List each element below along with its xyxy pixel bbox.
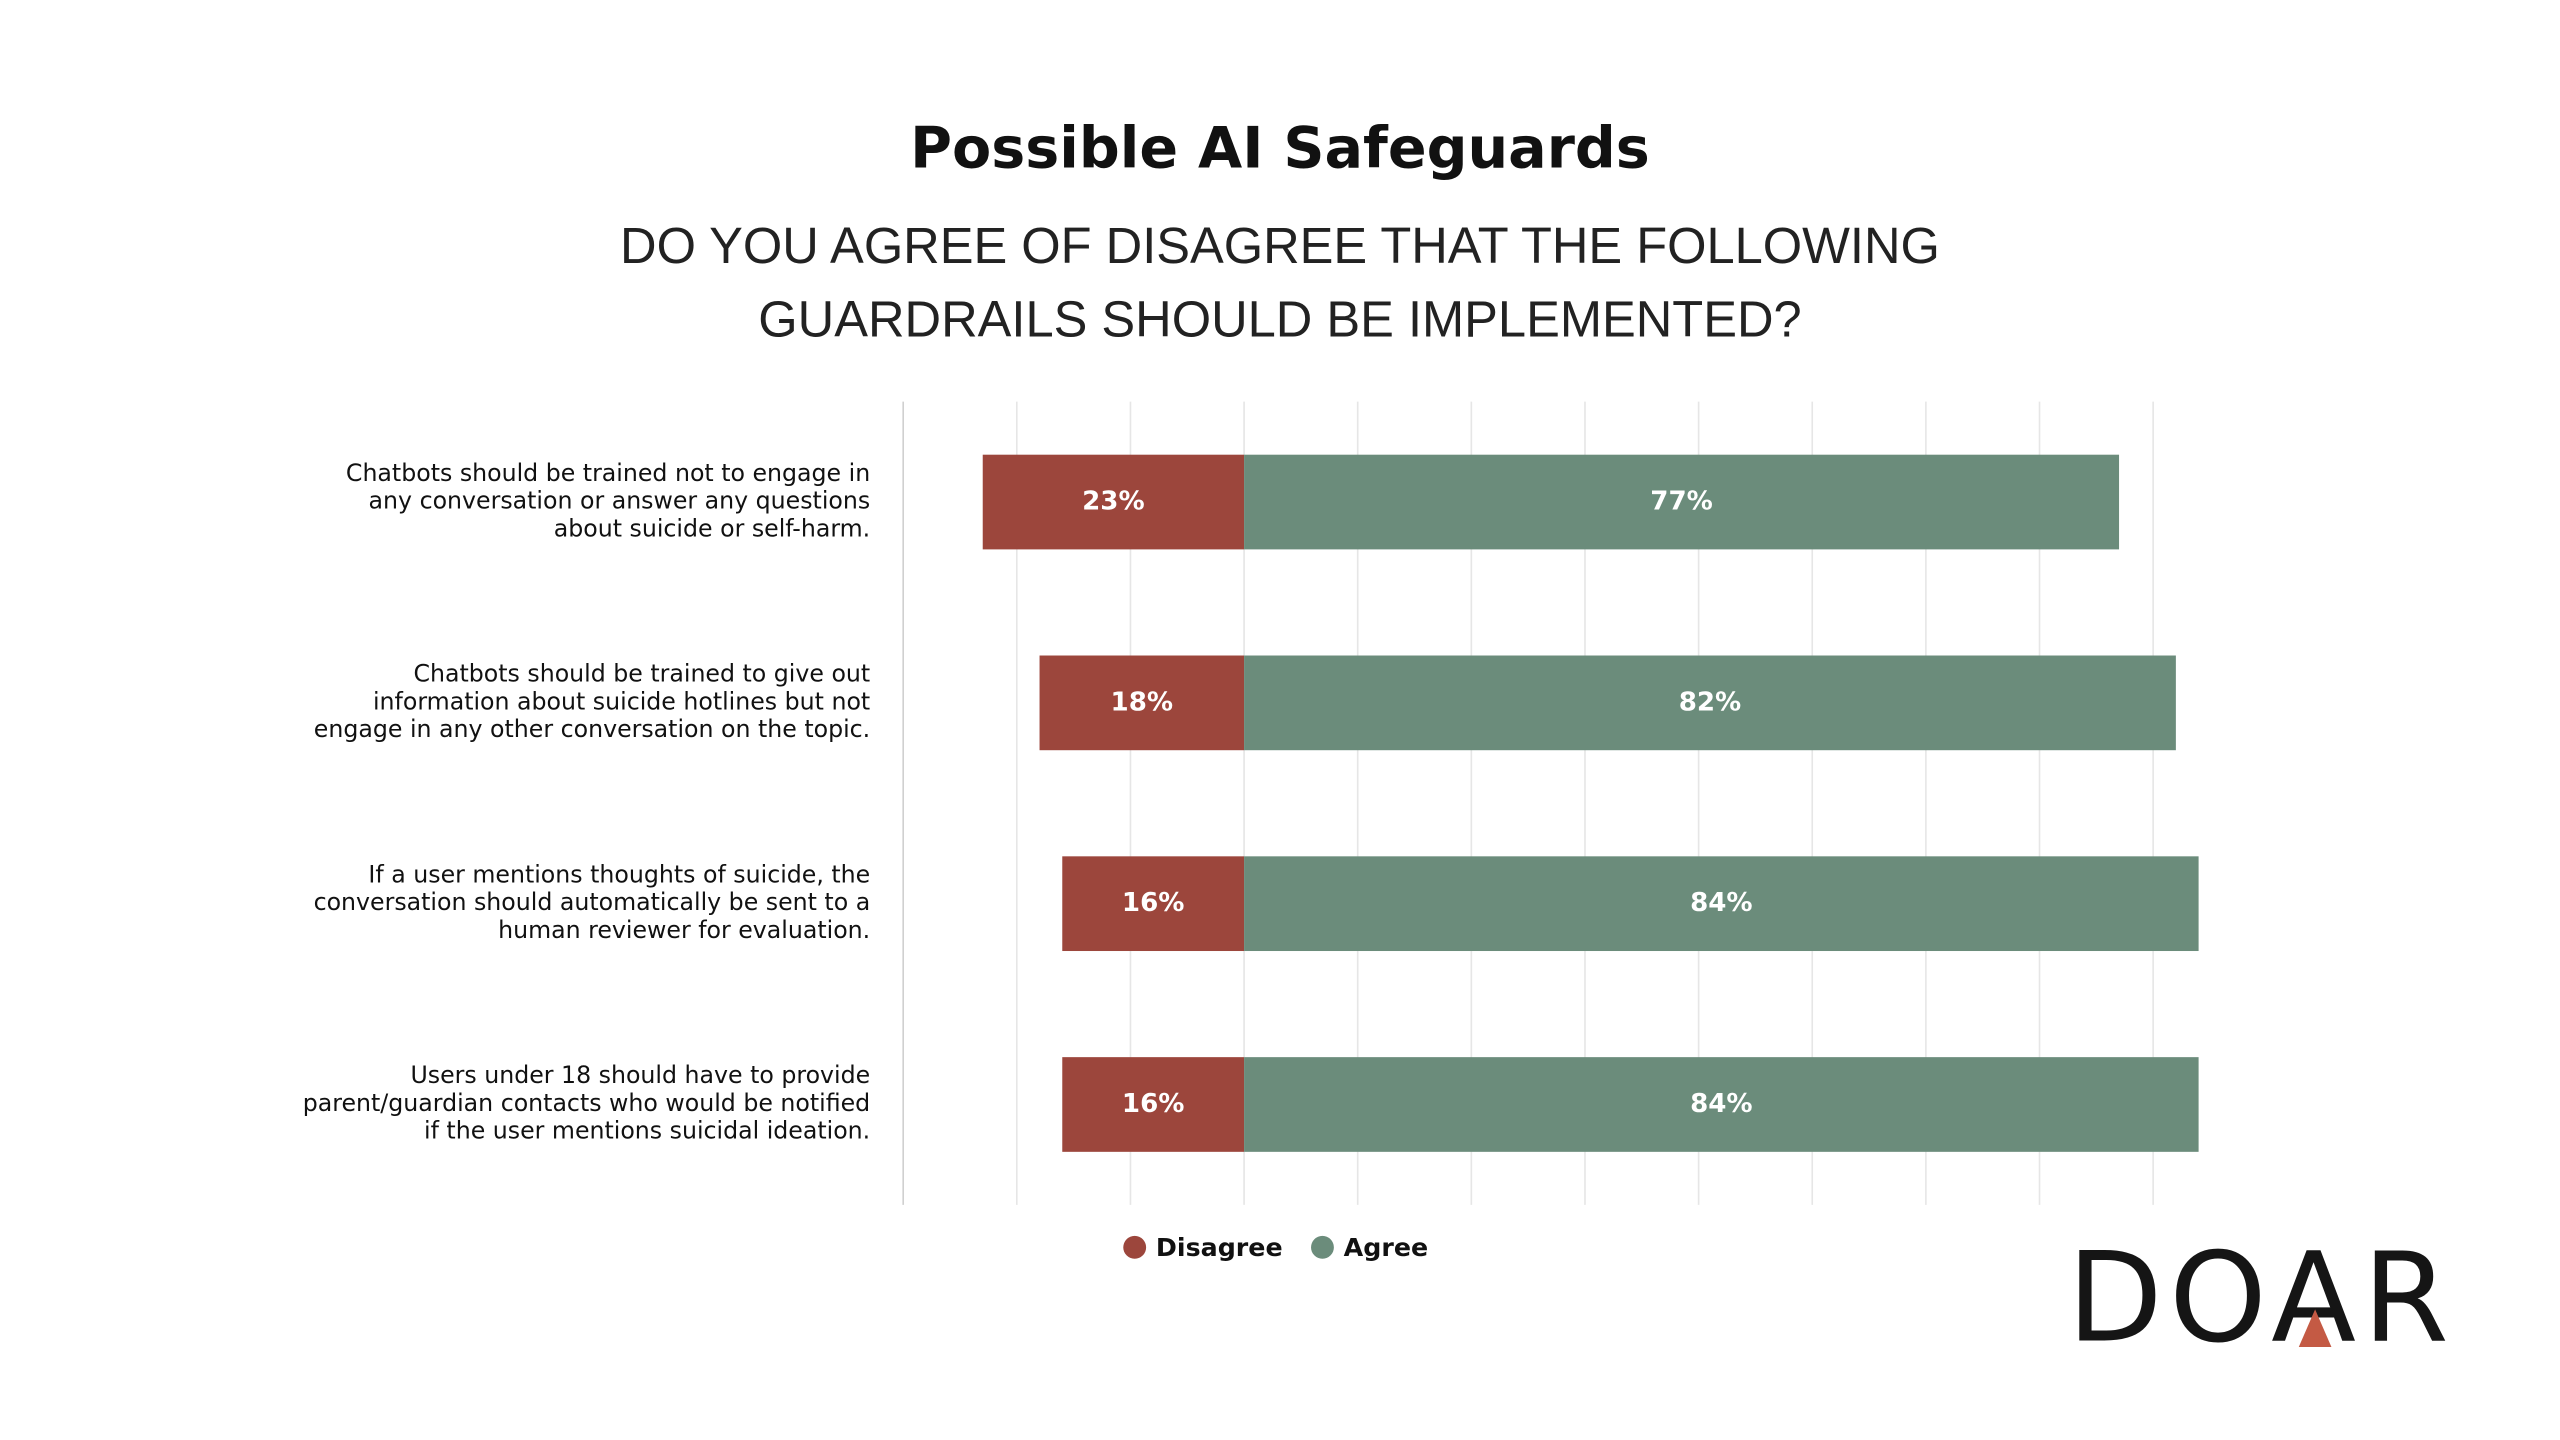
data-label: 84% [1690,888,1753,918]
legend-swatch [1311,1235,1334,1259]
bar [982,454,1245,550]
chart-subtitle: DO YOU AGREE OF DISAGREE THAT THE FOLLOW… [620,217,1940,274]
data-label: 23% [1082,487,1145,517]
category-label: parent/guardian contacts who would be no… [303,1089,870,1117]
data-label: 18% [1111,687,1174,717]
category-label: Users under 18 should have to provide [410,1061,870,1089]
bar [1244,856,2199,952]
bar [1039,655,1245,751]
bar [1062,856,1245,952]
legend-swatch [1123,1235,1147,1259]
bar [1244,1057,2199,1152]
category-label: any conversation or answer any questions [369,487,871,515]
logo-text: DOAR [2067,1226,2455,1370]
category-label: about suicide or self-harm. [554,514,870,542]
category-label: conversation should automatically be sen… [314,888,871,916]
category-label: engage in any other conversation on the … [314,715,870,743]
data-label: 84% [1690,1089,1753,1119]
bar [1244,454,2120,550]
category-label: If a user mentions thoughts of suicide, … [368,860,870,888]
logo-accent [2298,1309,2332,1347]
category-label: if the user mentions suicidal ideation. [424,1117,870,1145]
bar [1244,655,2176,751]
category-label: Chatbots should be trained to give out [414,660,871,688]
legend-label: Disagree [1156,1233,1283,1262]
category-label: information about suicide hotlines but n… [373,687,870,715]
data-label: 16% [1122,888,1185,918]
logo: DOAR [2067,1226,2455,1370]
data-label: 16% [1122,1089,1185,1119]
data-label: 82% [1679,687,1742,717]
chart-subtitle: GUARDRAILS SHOULD BE IMPLEMENTED? [758,291,1801,348]
category-label: Chatbots should be trained not to engage… [346,459,870,487]
legend-label: Agree [1344,1233,1428,1262]
chart-title: Possible AI Safeguards [910,115,1650,181]
data-label: 77% [1650,487,1713,517]
category-label: human reviewer for evaluation. [498,916,870,944]
bar [1062,1057,1245,1152]
